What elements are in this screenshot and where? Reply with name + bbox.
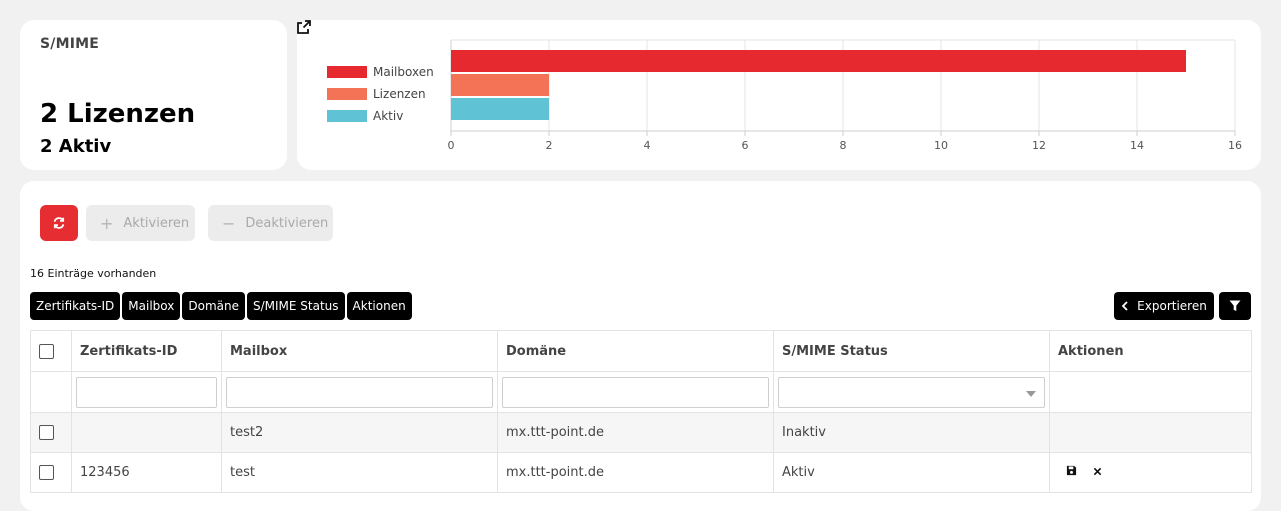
cell-zertifikats-id	[71, 412, 222, 453]
row-select-cell	[30, 452, 72, 493]
cell-domaene: mx.ttt-point.de	[497, 412, 774, 453]
deactivate-label: Deaktivieren	[245, 215, 329, 231]
chevron-down-icon	[1026, 390, 1036, 397]
plus-icon: +	[100, 213, 114, 233]
chart-tick-label: 2	[546, 139, 553, 152]
chart-tick-label: 16	[1228, 139, 1242, 152]
filter-empty-cell	[30, 371, 72, 413]
chart-tick-label: 6	[742, 139, 749, 152]
save-icon[interactable]	[1066, 465, 1077, 480]
column-toggle-chips: Zertifikats-ID Mailbox Domäne S/MIME Sta…	[30, 292, 412, 320]
bar-chart: 0 2 4 6 8 10 12 14 16 Mailboxen Lizenzen Aktiv	[327, 39, 1242, 152]
cell-zertifikats-id: 123456	[71, 452, 222, 493]
row-checkbox[interactable]	[39, 465, 54, 480]
header-smime-status[interactable]: S/MIME Status	[773, 330, 1050, 372]
filter-icon	[1229, 300, 1241, 311]
activate-label: Aktivieren	[123, 215, 190, 231]
header-aktionen: Aktionen	[1049, 330, 1252, 372]
filter-empty-cell	[1049, 371, 1252, 413]
filter-cell	[497, 371, 774, 413]
chart-tick-label: 4	[644, 139, 651, 152]
filter-cell	[71, 371, 222, 413]
legend-label-aktiv: Aktiv	[373, 109, 403, 123]
chart-tick-label: 10	[934, 139, 948, 152]
export-button[interactable]: Exportieren	[1114, 292, 1214, 320]
cell-domaene: mx.ttt-point.de	[497, 452, 774, 493]
minus-icon: −	[222, 213, 236, 233]
chart-bar-lizenzen	[451, 74, 549, 96]
filter-row	[30, 371, 1252, 413]
certificates-panel: + Aktivieren − Deaktivieren 16 Einträge …	[20, 181, 1261, 511]
filter-cell	[773, 371, 1050, 413]
filter-domaene-input[interactable]	[502, 376, 769, 408]
chip-smime-status[interactable]: S/MIME Status	[247, 292, 345, 320]
legend-swatch-mailboxen	[327, 66, 367, 78]
chart-tick-label: 0	[448, 139, 455, 152]
activate-button[interactable]: + Aktivieren	[86, 205, 195, 241]
filter-mailbox-input[interactable]	[226, 376, 493, 408]
cell-mailbox: test	[221, 452, 498, 493]
chevron-left-icon	[1121, 301, 1128, 311]
filter-zertifikats-id-input[interactable]	[76, 376, 217, 408]
chart-tick-label: 8	[840, 139, 847, 152]
active-count: 2 Aktiv	[40, 136, 112, 157]
filter-button[interactable]	[1219, 292, 1251, 320]
chart-tick-label: 12	[1032, 139, 1046, 152]
smime-summary-card: S/MIME 2 Lizenzen 2 Aktiv	[20, 20, 287, 170]
table-row[interactable]: 123456 test mx.ttt-point.de Aktiv	[30, 452, 1252, 493]
legend-swatch-aktiv	[327, 110, 367, 122]
legend-label-lizenzen: Lizenzen	[373, 87, 426, 101]
select-all-cell	[30, 330, 72, 372]
row-select-cell	[30, 412, 72, 453]
cell-status: Inaktiv	[773, 412, 1050, 453]
chart-bar-aktiv	[451, 98, 549, 120]
certificates-table: Zertifikats-ID Mailbox Domäne S/MIME Sta…	[30, 330, 1252, 493]
chip-mailbox[interactable]: Mailbox	[122, 292, 181, 320]
row-checkbox[interactable]	[39, 425, 54, 440]
refresh-icon	[53, 217, 65, 229]
chip-aktionen[interactable]: Aktionen	[346, 292, 412, 320]
cell-aktionen	[1049, 412, 1252, 453]
chip-domaene[interactable]: Domäne	[182, 292, 245, 320]
chip-zertifikats-id[interactable]: Zertifikats-ID	[30, 292, 121, 320]
close-icon[interactable]	[1093, 465, 1102, 480]
legend-label-mailboxen: Mailboxen	[373, 65, 434, 79]
cell-mailbox: test2	[221, 412, 498, 453]
license-count: 2 Lizenzen	[40, 99, 196, 129]
summary-label: S/MIME	[40, 36, 100, 52]
header-mailbox[interactable]: Mailbox	[221, 330, 498, 372]
cell-status: Aktiv	[773, 452, 1050, 493]
chart-card: 0 2 4 6 8 10 12 14 16 Mailboxen Lizenzen Aktiv	[297, 20, 1261, 170]
select-all-checkbox[interactable]	[39, 343, 54, 359]
table-row[interactable]: test2 mx.ttt-point.de Inaktiv	[30, 412, 1252, 453]
header-domaene[interactable]: Domäne	[497, 330, 774, 372]
header-zertifikats-id[interactable]: Zertifikats-ID	[71, 330, 222, 372]
chart-bar-mailboxen	[451, 50, 1186, 72]
refresh-button[interactable]	[40, 205, 78, 241]
filter-cell	[221, 371, 498, 413]
filter-status-select[interactable]	[778, 376, 1045, 408]
entries-count: 16 Einträge vorhanden	[30, 267, 157, 280]
deactivate-button[interactable]: − Deaktivieren	[208, 205, 333, 241]
cell-aktionen	[1049, 452, 1252, 493]
export-label: Exportieren	[1137, 299, 1207, 313]
external-link-icon[interactable]	[297, 20, 311, 34]
table-header-row: Zertifikats-ID Mailbox Domäne S/MIME Sta…	[30, 330, 1252, 372]
legend-swatch-lizenzen	[327, 88, 367, 100]
chart-tick-label: 14	[1130, 139, 1144, 152]
